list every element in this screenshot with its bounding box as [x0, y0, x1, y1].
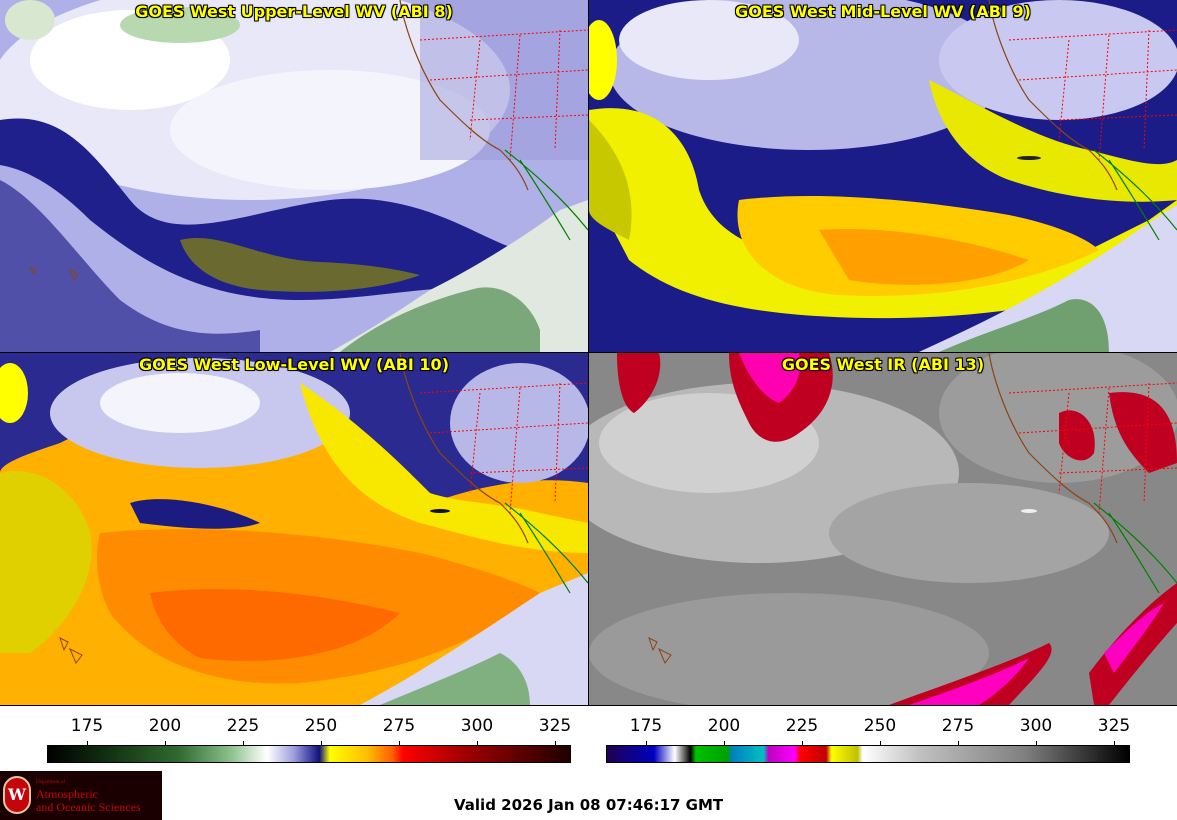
- colorbar-tick: [165, 741, 166, 745]
- map-panel-mid-level-wv: GOES West Mid-Level WV (ABI 9): [589, 0, 1177, 352]
- panel-title: GOES West Mid-Level WV (ABI 9): [735, 2, 1031, 21]
- colorbar-tick-label: 300: [460, 716, 494, 736]
- panel-title: GOES West Low-Level WV (ABI 10): [138, 355, 449, 374]
- mid-level-wv-image: [589, 0, 1177, 352]
- aos-logo: W Department of Atmospheric and Oceanic …: [0, 771, 162, 820]
- colorbar-tick: [477, 741, 478, 745]
- colorbar-infrared: 175 200 225 250 275 300 325: [559, 708, 1147, 768]
- colorbar-tick-label: 275: [382, 716, 416, 736]
- colorbar-tick-label: 175: [629, 716, 663, 736]
- colorbar-tick-label: 175: [70, 716, 104, 736]
- colorbar-tick: [880, 741, 881, 745]
- colorbar-tick-label: 225: [226, 716, 260, 736]
- colorbar-tick-label: 200: [707, 716, 741, 736]
- logo-line2: and Oceanic Sciences: [36, 800, 141, 814]
- colorbar-tick-label: 225: [785, 716, 819, 736]
- colorbar-tick: [321, 741, 322, 745]
- panel-divider-vertical: [588, 0, 589, 706]
- ir-image: [589, 353, 1177, 705]
- uw-seal-icon: W: [3, 776, 31, 814]
- colorbar-gradient: [47, 745, 571, 763]
- colorbar-tick: [243, 741, 244, 745]
- low-level-wv-image: [0, 353, 588, 705]
- map-panel-ir: GOES West IR (ABI 13): [589, 353, 1177, 705]
- panel-title: GOES West Upper-Level WV (ABI 8): [135, 2, 453, 21]
- colorbar-tick-label: 200: [148, 716, 182, 736]
- colorbar-tick: [646, 741, 647, 745]
- colorbar-tick: [1036, 741, 1037, 745]
- upper-level-wv-image: [0, 0, 588, 352]
- colorbar-tick-label: 325: [1097, 716, 1131, 736]
- panel-title: GOES West IR (ABI 13): [781, 355, 985, 374]
- colorbar-tick: [555, 741, 556, 745]
- logo-line1: Atmospheric: [36, 787, 98, 801]
- colorbar-tick: [399, 741, 400, 745]
- colorbar-tick: [724, 741, 725, 745]
- colorbar-tick-label: 325: [538, 716, 572, 736]
- panel-divider-horizontal: [0, 352, 1177, 353]
- colorbar-tick-label: 275: [941, 716, 975, 736]
- colorbar-water-vapor: 175 200 225 250 275 300 325: [0, 708, 588, 768]
- colorbar-gradient: [606, 745, 1130, 763]
- logo-dept-text: Department of: [36, 780, 66, 785]
- colorbar-tick-label: 250: [863, 716, 897, 736]
- colorbar-tick: [1114, 741, 1115, 745]
- colorbar-tick-label: 300: [1019, 716, 1053, 736]
- valid-time: Valid 2026 Jan 08 07:46:17 GMT: [454, 796, 724, 814]
- map-panel-low-level-wv: GOES West Low-Level WV (ABI 10): [0, 353, 588, 705]
- panel-divider-bottom: [0, 705, 1177, 706]
- colorbar-tick: [802, 741, 803, 745]
- colorbar-tick: [958, 741, 959, 745]
- colorbar-tick-label: 250: [304, 716, 338, 736]
- colorbar-tick: [87, 741, 88, 745]
- map-panel-upper-level-wv: GOES West Upper-Level WV (ABI 8): [0, 0, 588, 352]
